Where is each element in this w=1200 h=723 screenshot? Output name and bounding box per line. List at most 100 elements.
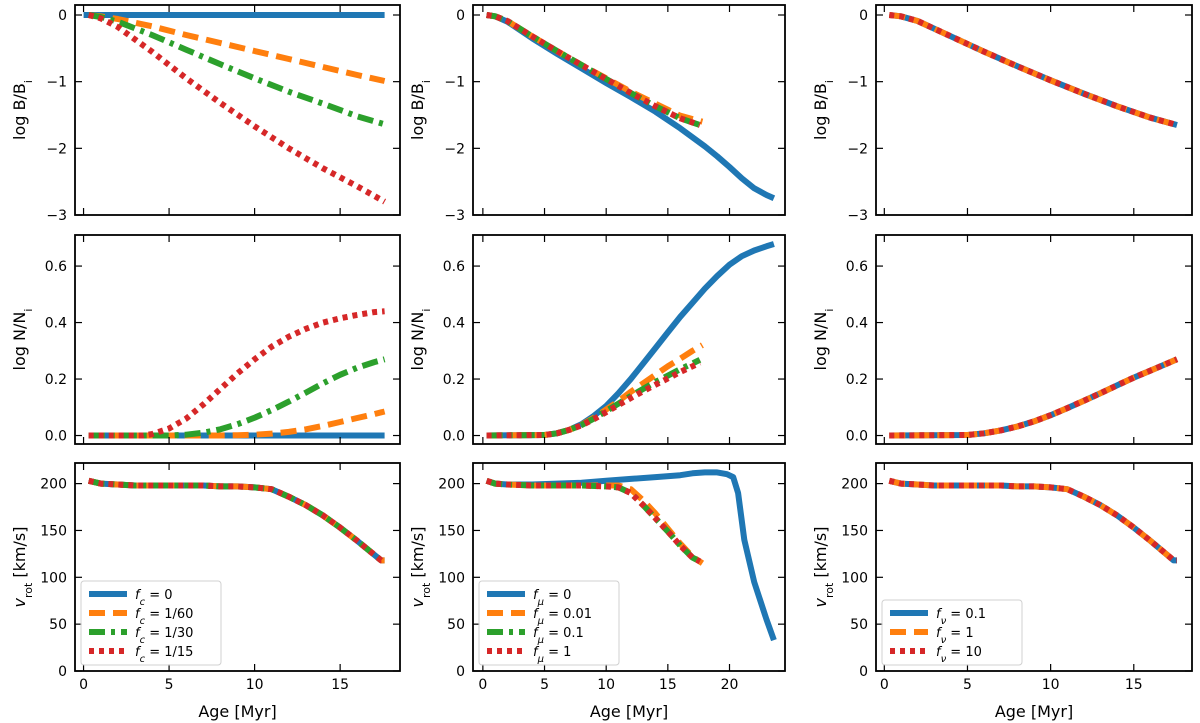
legend-label-subscript: c [140,597,146,608]
legend-label-value: = 1/15 [145,645,193,660]
series-line-green [88,356,386,439]
y-axis-label: log B/Bi [811,80,836,140]
y-axis-label: log N/Ni [10,309,35,371]
series-group [88,308,386,439]
series-line-green [88,477,385,564]
y-axis-label: log N/Ni [408,309,433,371]
y-tick-label: 0.6 [846,259,868,275]
series-group [83,12,387,205]
series-line-red [888,12,1178,128]
y-label-subscript: i [823,80,836,83]
series-line-red [888,477,1177,564]
y-label-main: v [10,597,29,607]
legend-label: fμ = 0.1 [533,626,584,646]
legend-label-subscript: ν [941,635,947,646]
legend-label-subscript: μ [537,654,544,665]
y-label-main: log N/N [10,312,29,371]
y-axis-label: vrot [km/s] [811,527,836,608]
series-line-green [486,357,702,439]
y-tick-label: 100 [841,570,868,586]
legend-label-subscript: c [140,654,146,665]
legend-label-subscript: c [140,635,146,646]
y-label-main: log B/B [811,83,830,140]
series-line-green [485,477,702,565]
y-tick-label: 0.2 [443,372,465,388]
y-label-main: log N/N [811,312,830,371]
panel-row1-col1: 0 −1 −2 −3 log B/Bi [10,4,401,224]
series-line-red [88,308,385,439]
series-group [88,477,385,564]
y-label-unit: [km/s] [408,527,427,583]
axes-frame [74,234,401,445]
y-label-main: v [408,597,427,607]
series-line-orange [88,477,385,564]
series-line-blue [486,12,776,202]
y-tick-label: 200 [40,477,67,493]
series-group [889,356,1179,439]
y-tick-label: 0.0 [443,429,465,445]
y-axis-label: log B/Bi [408,80,433,140]
legend-label: fc = 0 [135,588,173,608]
x-tick-label: 15 [331,677,349,693]
y-tick-label: −1 [46,75,67,91]
axes-frame [74,4,401,216]
x-tick-label: 0 [79,677,88,693]
series-line-red [88,477,385,564]
y-tick-label: 200 [438,477,465,493]
legend-label-value: = 1 [544,645,571,660]
x-axis-label: Age [Myr] [198,702,276,721]
x-tick-label: 0 [478,677,487,693]
y-label-main: log N/N [408,312,427,371]
legend-box [478,580,620,666]
legend-label-value: = 1/60 [145,607,193,622]
series-line-orange [888,477,1177,564]
x-axis-label: Age [Myr] [590,702,668,721]
legend-label-main: f [936,607,943,622]
y-label-unit: [km/s] [811,527,830,583]
panel-row2-col1: 0.0 0.2 0.4 0.6 log N/Ni [10,234,401,445]
y-tick-label: 0 [456,8,465,24]
y-tick-label: 100 [40,570,67,586]
panel-row2-col3: 0.0 0.2 0.4 0.6 log N/Ni [811,234,1193,445]
x-tick-label: 10 [597,677,615,693]
axes-frame [472,4,786,216]
legend-label-main: f [135,607,142,622]
legend-label: fc = 1/60 [135,607,193,627]
legend-label: fc = 1/15 [135,645,193,665]
legend-label-value: = 0 [544,588,571,603]
series-line-red [485,477,702,565]
y-tick-label: 0.4 [45,316,67,332]
panel-row1-col2: 0 −1 −2 −3 log B/Bi [408,4,786,224]
legend-label-main: f [533,626,540,641]
y-label-subscript: i [420,309,433,312]
y-tick-label: 150 [438,523,465,539]
legend-label-subscript: μ [537,597,544,608]
y-tick-label: −3 [847,208,868,224]
legend-label-subscript: μ [537,616,544,627]
panel-row2-col2: 0.0 0.2 0.4 0.6 log N/Ni [408,234,786,445]
x-tick-label: 15 [1125,677,1143,693]
series-group [486,241,775,439]
x-tick-label: 10 [246,677,264,693]
x-tick-label: 0 [880,677,889,693]
y-tick-label: −1 [444,75,465,91]
legend-label-main: f [533,645,540,660]
series-line-blue [486,241,775,439]
legend-label-main: f [936,626,943,641]
y-label-subscript: i [420,80,433,83]
y-tick-label: −2 [847,141,868,157]
x-tick-label: 5 [165,677,174,693]
y-tick-label: 0.2 [846,372,868,388]
y-label-subscript: rot [823,582,836,598]
y-axis-label: log B/Bi [10,80,35,140]
y-tick-label: 150 [40,523,67,539]
legend-label: fν = 10 [936,645,982,665]
legend: fν = 0.1fν = 1fν = 10 [881,599,1023,666]
y-tick-label: 0.6 [45,259,67,275]
x-tick-label: 5 [963,677,972,693]
legend-label: fc = 1/30 [135,626,193,646]
series-line-red [87,12,387,205]
